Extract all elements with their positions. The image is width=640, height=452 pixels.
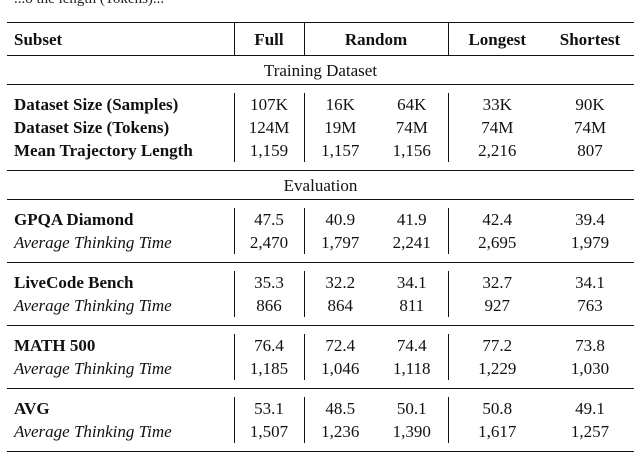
table-cell: 1,046 [303, 357, 376, 380]
table-row: Average Thinking Time 2,470 1,797 2,241 2,69… [7, 231, 634, 254]
table-cell: 73.8 [575, 336, 605, 355]
table-cell: 811 [399, 296, 425, 315]
table-cell: 1,185 [233, 357, 304, 380]
table-cell: 76.4 [233, 334, 304, 357]
table-cell: 1,257 [570, 422, 610, 441]
table-row: LiveCode Bench 35.3 32.2 34.1 32.7 34.1 [7, 271, 634, 294]
table-cell: 34.1 [396, 273, 427, 292]
table-cell: 74M [573, 118, 607, 137]
table-cell: 74M [447, 116, 546, 139]
table-cell: 864 [303, 294, 376, 317]
table-cell: 1,979 [570, 233, 610, 252]
table-cell: 34.1 [575, 273, 605, 292]
results-table: Subset Full Random Longest Shortest Trai… [7, 22, 634, 452]
row-label: Average Thinking Time [14, 359, 172, 378]
spacer-row [7, 254, 634, 263]
table-row: Mean Trajectory Length 1,159 1,157 1,156 2,2… [7, 139, 634, 162]
table-cell: 40.9 [303, 208, 376, 231]
table-row: AVG 53.1 48.5 50.1 50.8 49.1 [7, 397, 634, 420]
header-subset: Subset [7, 22, 234, 56]
table-cell: 90K [575, 95, 605, 114]
table-cell: 72.4 [303, 334, 376, 357]
table-row: GPQA Diamond 47.5 40.9 41.9 42.4 39.4 [7, 208, 634, 231]
table-cell: 1,030 [570, 359, 610, 378]
table-cell: 64K [397, 95, 427, 114]
table-cell: 32.7 [447, 271, 546, 294]
table-cell: 1,507 [233, 420, 304, 443]
header-row: Subset Full Random Longest Shortest [7, 22, 634, 56]
section-title: Training Dataset [7, 55, 634, 85]
header-full: Full [233, 22, 304, 56]
table-cell: 35.3 [233, 271, 304, 294]
header-shortest: Shortest [546, 22, 634, 56]
table-cell: 19M [303, 116, 376, 139]
row-label: Mean Trajectory Length [14, 141, 193, 160]
header-random: Random [303, 22, 448, 56]
table-cell: 866 [233, 294, 304, 317]
table-cell: 32.2 [303, 271, 376, 294]
section-title: Evaluation [7, 170, 634, 200]
table-cell: 1,797 [303, 231, 376, 254]
table-cell: 74.4 [396, 336, 427, 355]
table-cell: 1,157 [303, 139, 376, 162]
table-cell: 124M [233, 116, 304, 139]
table-cell: 50.8 [447, 397, 546, 420]
row-label: Dataset Size (Samples) [14, 95, 179, 114]
table-cell: 39.4 [575, 210, 605, 229]
table-cell: 107K [233, 93, 304, 116]
table-cell: 16K [303, 93, 376, 116]
table-cell: 1,229 [447, 357, 546, 380]
table-cell: 1,236 [303, 420, 376, 443]
table-cell: 49.1 [575, 399, 605, 418]
table-cell: 41.9 [396, 210, 427, 229]
row-label: Average Thinking Time [14, 422, 172, 441]
row-label: MATH 500 [14, 336, 96, 355]
table-cell: 77.2 [447, 334, 546, 357]
spacer-row [7, 317, 634, 326]
table-row: Average Thinking Time 866 864 811 927 763 [7, 294, 634, 317]
table-cell: 1,156 [392, 141, 431, 160]
table-cell: 1,159 [233, 139, 304, 162]
table-cell: 1,390 [392, 422, 431, 441]
spacer-row [7, 325, 634, 334]
table-row: Average Thinking Time 1,185 1,046 1,118 1,22… [7, 357, 634, 380]
table-cell: 1,118 [392, 359, 431, 378]
spacer-row [7, 199, 634, 208]
table-cell: 53.1 [233, 397, 304, 420]
table-row: Dataset Size (Samples) 107K 16K 64K 33K 90K [7, 93, 634, 116]
table-cell: 763 [577, 296, 603, 315]
table-cell: 2,216 [447, 139, 546, 162]
row-label: Average Thinking Time [14, 296, 172, 315]
table-cell: 74M [395, 118, 428, 137]
table-cell: 47.5 [233, 208, 304, 231]
spacer-row [7, 262, 634, 271]
section-training: Training Dataset [7, 55, 634, 85]
table-row: Dataset Size (Tokens) 124M 19M 74M 74M 74M [7, 116, 634, 139]
spacer-row [7, 84, 634, 93]
header-longest: Longest [447, 22, 546, 56]
table-cell: 48.5 [303, 397, 376, 420]
table-cell: 1,617 [447, 420, 546, 443]
spacer-row [7, 388, 634, 397]
spacer-row [7, 162, 634, 171]
table-cell: 807 [577, 141, 603, 160]
spacer-row [7, 380, 634, 389]
spacer-row [7, 443, 634, 452]
row-label: GPQA Diamond [14, 210, 134, 229]
table-cell: 927 [447, 294, 546, 317]
table-cell: 50.1 [396, 399, 427, 418]
table-cell: 33K [447, 93, 546, 116]
table-cell: 2,241 [392, 233, 431, 252]
row-label: Average Thinking Time [14, 233, 172, 252]
table-row: MATH 500 76.4 72.4 74.4 77.2 73.8 [7, 334, 634, 357]
table-row: Average Thinking Time 1,507 1,236 1,390 1,61… [7, 420, 634, 443]
table-cell: 2,695 [447, 231, 546, 254]
section-evaluation: Evaluation [7, 170, 634, 200]
row-label: LiveCode Bench [14, 273, 134, 292]
row-label: Dataset Size (Tokens) [14, 118, 170, 137]
row-label: AVG [14, 399, 50, 418]
caption-fragment: ...o the length (Tokens)... [14, 0, 164, 8]
table-cell: 2,470 [233, 231, 304, 254]
table-cell: 42.4 [447, 208, 546, 231]
